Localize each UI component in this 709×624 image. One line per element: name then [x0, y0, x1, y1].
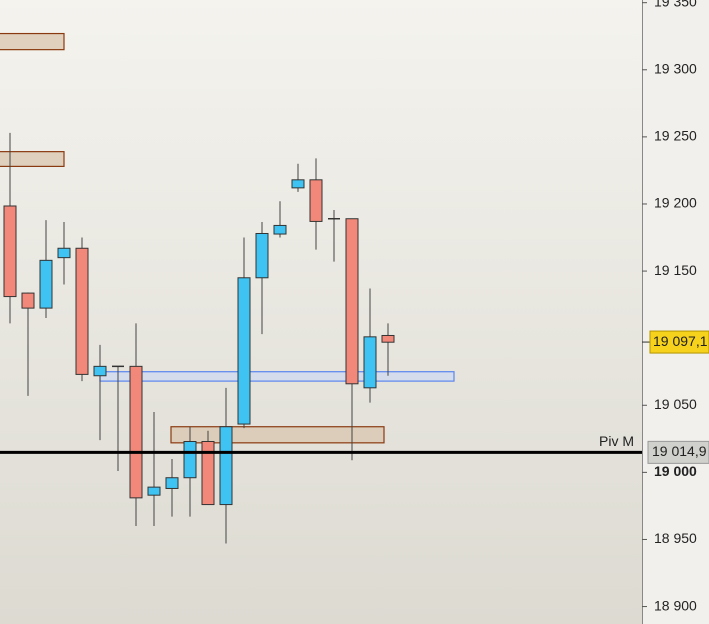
body [237, 277, 251, 425]
body [3, 205, 17, 298]
body [147, 486, 161, 496]
body [75, 247, 89, 375]
body [381, 334, 395, 343]
body [201, 440, 215, 506]
pivot-box [647, 440, 709, 464]
last-price-box [649, 330, 709, 354]
price-axis [642, 0, 709, 624]
y-tick-label: 19 150 [654, 262, 697, 278]
zone [99, 371, 455, 382]
body [345, 218, 359, 385]
y-tick-label: 19 000 [654, 463, 697, 479]
body [129, 365, 143, 499]
zone [0, 32, 65, 51]
body [255, 232, 269, 279]
body [165, 477, 179, 489]
last-price-label: 19 097,1 [653, 333, 708, 349]
plot-area [0, 0, 642, 624]
body [363, 336, 377, 389]
body [219, 426, 233, 506]
zone [0, 151, 65, 167]
y-tick-label: 19 300 [654, 60, 697, 76]
body [93, 365, 107, 377]
y-tick-label: 19 200 [654, 195, 697, 211]
body [21, 292, 35, 309]
body [273, 224, 287, 235]
body [291, 179, 305, 189]
y-tick-label: 19 050 [654, 396, 697, 412]
y-tick-label: 19 350 [654, 0, 697, 9]
y-tick-label: 18 900 [654, 597, 697, 613]
body [309, 179, 323, 222]
y-tick-label: 19 250 [654, 128, 697, 144]
pivot-label: 19 014,9 [652, 443, 707, 459]
body [39, 259, 53, 309]
body [57, 247, 71, 259]
pivot-name: Piv M [599, 433, 634, 449]
body [183, 440, 197, 479]
y-tick-label: 18 950 [654, 530, 697, 546]
